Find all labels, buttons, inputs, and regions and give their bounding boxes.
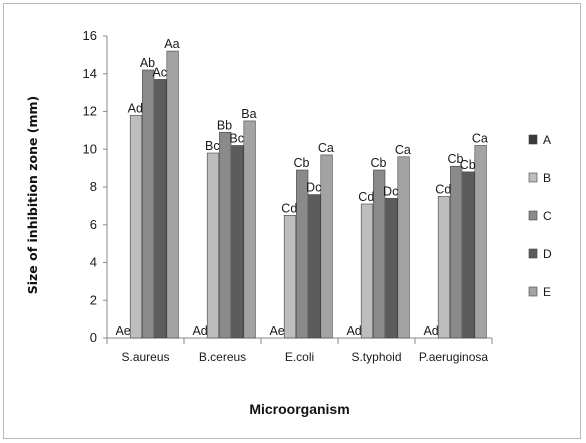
legend-swatch-e	[528, 286, 538, 297]
bar-b	[437, 196, 451, 339]
legend-label: D	[543, 247, 552, 261]
legend: A B C D E	[528, 133, 552, 299]
data-label: Cd	[281, 201, 297, 215]
bar-d	[385, 198, 398, 339]
y-tick-label: 14	[83, 66, 97, 81]
x-category-label: B.cereus	[199, 350, 246, 364]
legend-label: C	[543, 209, 552, 223]
bar-b	[283, 215, 297, 339]
y-tick-label: 4	[90, 255, 97, 270]
bar-d	[231, 145, 244, 339]
y-tick-label: 10	[83, 141, 97, 156]
bar-e	[397, 156, 410, 339]
bar-d	[154, 79, 167, 339]
data-label: Ab	[140, 56, 155, 70]
y-tick-label: 16	[83, 28, 97, 43]
data-label: Aa	[164, 37, 179, 51]
data-label: Bc	[205, 139, 220, 153]
data-label: Ac	[152, 65, 167, 79]
y-tick-label: 2	[90, 292, 97, 307]
data-label: Ad	[128, 101, 143, 115]
chart-frame: 0 2 4 6 8 10 12 14 16 S.aureus B.cereus E.coli S.ty…	[3, 3, 581, 439]
data-label: Bc	[229, 131, 244, 145]
data-label: Bb	[217, 118, 232, 132]
y-tick-label: 0	[90, 330, 97, 345]
legend-swatch-d	[528, 248, 538, 259]
legend-label: E	[543, 285, 551, 299]
bar-chart: 0 2 4 6 8 10 12 14 16 S.aureus B.cereus E.coli S.ty…	[25, 28, 552, 417]
data-label: Cd	[358, 190, 374, 204]
data-label: Ad	[423, 324, 438, 338]
x-category-label: S.typhoid	[351, 350, 401, 364]
data-label: Ba	[241, 107, 256, 121]
data-label: Ad	[346, 324, 361, 338]
data-label: Ca	[472, 131, 488, 145]
y-tick-label: 8	[90, 179, 97, 194]
x-axis: S.aureus B.cereus E.coli S.typhoid P.aerugin…	[106, 337, 493, 364]
data-label: Ae	[115, 324, 130, 338]
data-label: Dc	[306, 181, 321, 195]
legend-swatch-b	[528, 172, 538, 183]
bar-c	[450, 165, 463, 339]
data-label: Cb	[294, 156, 310, 170]
bar-e	[320, 154, 333, 339]
y-tick-label: 12	[83, 104, 97, 119]
data-label: Dc	[383, 184, 398, 198]
bar-e	[166, 50, 179, 339]
y-axis: 0 2 4 6 8 10 12 14 16	[83, 28, 108, 345]
bar-b	[129, 114, 143, 339]
data-label: Ad	[192, 324, 207, 338]
bar-d	[462, 171, 475, 339]
data-label: Cb	[460, 158, 476, 172]
data-label: Cb	[371, 156, 387, 170]
data-label: Cd	[435, 182, 451, 196]
x-category-label: E.coli	[285, 350, 314, 364]
legend-label: B	[543, 171, 551, 185]
bar-d	[308, 194, 321, 339]
bar-c	[219, 131, 232, 339]
data-label: Cb	[448, 152, 464, 166]
y-tick-label: 6	[90, 217, 97, 232]
x-axis-title: Microorganism	[249, 401, 349, 417]
data-label: Ca	[395, 143, 411, 157]
legend-label: A	[543, 133, 551, 147]
bars	[129, 50, 487, 339]
bar-b	[206, 152, 220, 339]
legend-swatch-c	[528, 210, 538, 221]
x-category-label: S.aureus	[121, 350, 169, 364]
data-label: Ae	[269, 324, 284, 338]
bar-e	[243, 120, 256, 339]
bar-c	[142, 69, 155, 339]
bar-c	[296, 169, 309, 339]
x-category-label: P.aeruginosa	[419, 350, 488, 364]
y-axis-title: Size of inhibition zone (mm)	[25, 96, 40, 295]
bar-c	[373, 169, 386, 339]
bar-e	[474, 145, 487, 339]
data-label: Ca	[318, 141, 334, 155]
bar-b	[360, 203, 374, 339]
legend-swatch-a	[528, 134, 538, 145]
